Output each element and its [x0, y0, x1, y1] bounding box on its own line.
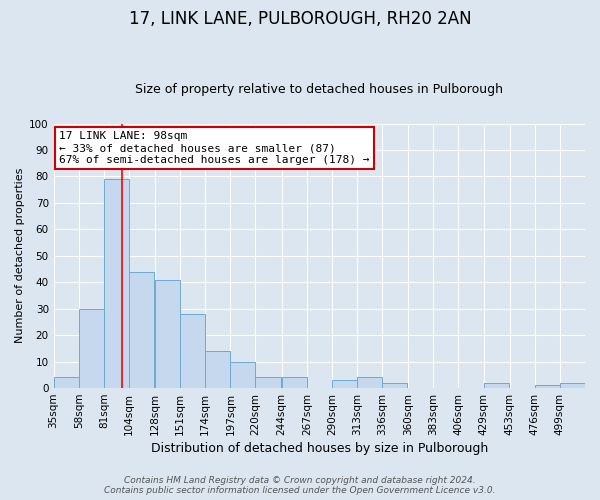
Text: 17 LINK LANE: 98sqm
← 33% of detached houses are smaller (87)
67% of semi-detach: 17 LINK LANE: 98sqm ← 33% of detached ho… — [59, 132, 370, 164]
Bar — [79, 308, 104, 388]
Bar — [382, 383, 407, 388]
Title: Size of property relative to detached houses in Pulborough: Size of property relative to detached ho… — [136, 83, 503, 96]
Bar — [535, 386, 560, 388]
Bar — [180, 314, 205, 388]
Text: 17, LINK LANE, PULBOROUGH, RH20 2AN: 17, LINK LANE, PULBOROUGH, RH20 2AN — [128, 10, 472, 28]
Bar — [332, 380, 357, 388]
Bar — [256, 378, 281, 388]
Bar — [104, 179, 129, 388]
Text: Contains HM Land Registry data © Crown copyright and database right 2024.
Contai: Contains HM Land Registry data © Crown c… — [104, 476, 496, 495]
Bar — [560, 383, 585, 388]
Bar — [484, 383, 509, 388]
Bar — [357, 378, 382, 388]
Bar — [53, 378, 79, 388]
X-axis label: Distribution of detached houses by size in Pulborough: Distribution of detached houses by size … — [151, 442, 488, 455]
Bar — [230, 362, 256, 388]
Bar — [129, 272, 154, 388]
Bar — [155, 280, 180, 388]
Y-axis label: Number of detached properties: Number of detached properties — [15, 168, 25, 344]
Bar — [205, 351, 230, 388]
Bar — [281, 378, 307, 388]
